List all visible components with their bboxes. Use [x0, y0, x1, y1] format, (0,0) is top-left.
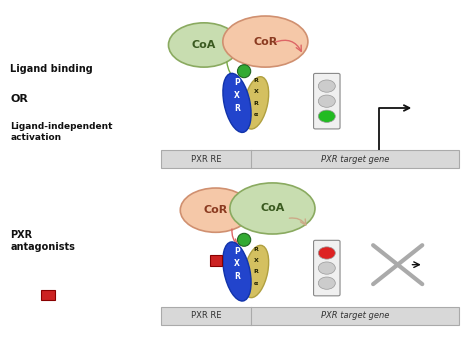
Ellipse shape [168, 23, 239, 67]
Ellipse shape [243, 77, 269, 129]
Text: X: X [254, 258, 258, 263]
Ellipse shape [237, 233, 251, 246]
Text: CoR: CoR [204, 205, 228, 215]
Circle shape [318, 95, 335, 107]
Text: X: X [234, 91, 240, 100]
Text: Ligand binding: Ligand binding [10, 64, 93, 74]
Ellipse shape [230, 183, 315, 234]
Circle shape [318, 80, 335, 92]
Ellipse shape [180, 188, 251, 232]
Circle shape [318, 110, 335, 122]
Text: PXR target gene: PXR target gene [321, 311, 389, 320]
Circle shape [318, 262, 335, 274]
Text: R: R [254, 101, 258, 106]
Ellipse shape [223, 73, 251, 132]
Text: PXR RE: PXR RE [191, 155, 221, 163]
Text: PXR target gene: PXR target gene [321, 155, 389, 163]
Text: R: R [234, 273, 240, 281]
Text: R: R [254, 78, 258, 83]
Text: X: X [254, 90, 258, 94]
Circle shape [318, 247, 335, 259]
Text: CoA: CoA [260, 203, 284, 213]
Text: OR: OR [10, 94, 28, 104]
Text: R: R [254, 269, 258, 274]
Ellipse shape [223, 242, 251, 301]
Ellipse shape [223, 16, 308, 67]
Text: CoA: CoA [191, 40, 216, 50]
Text: PXR
antagonists: PXR antagonists [10, 230, 75, 252]
Bar [41, 290, 55, 300]
Text: R: R [254, 247, 258, 252]
Text: R: R [234, 104, 240, 113]
FancyBboxPatch shape [314, 240, 340, 296]
FancyBboxPatch shape [314, 74, 340, 129]
Text: α: α [254, 112, 258, 117]
Text: P: P [234, 247, 240, 255]
Text: Ligand-independent
activation: Ligand-independent activation [10, 122, 113, 142]
Bar [161, 150, 459, 168]
Text: CoR: CoR [253, 37, 277, 47]
Text: α: α [254, 280, 258, 286]
Ellipse shape [243, 245, 269, 298]
Circle shape [318, 277, 335, 289]
Text: X: X [234, 260, 240, 268]
Ellipse shape [237, 65, 251, 78]
Text: PXR RE: PXR RE [191, 311, 221, 320]
Bar [161, 307, 459, 325]
Text: P: P [234, 78, 240, 87]
Bar [210, 255, 222, 266]
